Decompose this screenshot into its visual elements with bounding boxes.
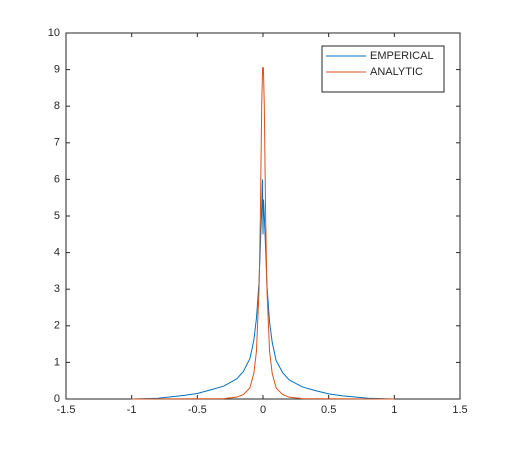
legend-label: ANALYTIC — [370, 66, 423, 78]
axes-box — [65, 32, 461, 400]
y-tick-label: 10 — [48, 27, 60, 39]
x-tick-label: -1.5 — [57, 404, 76, 416]
series-line — [131, 179, 395, 400]
x-tick-label: 0 — [260, 404, 266, 416]
x-tick-label: 0.5 — [321, 404, 336, 416]
series-line — [131, 67, 395, 400]
y-tick-label: 3 — [54, 283, 60, 295]
y-tick-label: 5 — [54, 210, 60, 222]
x-tick-label: 1.5 — [452, 404, 467, 416]
legend-box — [321, 45, 445, 93]
y-tick-label: 7 — [54, 137, 60, 149]
y-tick-label: 8 — [54, 100, 60, 112]
x-tick-label: -1 — [127, 404, 137, 416]
y-tick-label: 6 — [54, 173, 60, 185]
x-tick-label: -0.5 — [188, 404, 207, 416]
x-tick-label: 1 — [391, 404, 397, 416]
y-tick-label: 1 — [54, 356, 60, 368]
y-tick-label: 4 — [54, 247, 60, 259]
y-tick-label: 9 — [54, 64, 60, 76]
legend-label: EMPERICAL — [370, 50, 434, 62]
y-tick-label: 2 — [54, 320, 60, 332]
y-tick-label: 0 — [54, 393, 60, 405]
